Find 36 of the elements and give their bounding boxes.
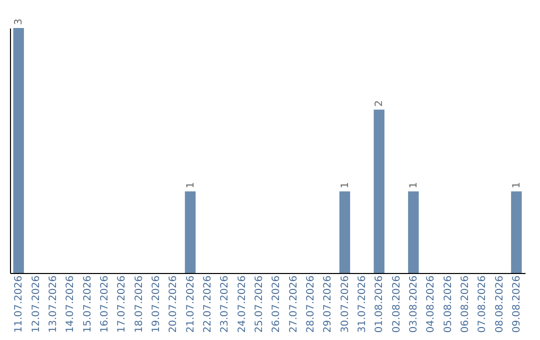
x-tick-label: 24.07.2026 bbox=[236, 276, 248, 333]
data-label: 1 bbox=[511, 182, 522, 188]
x-tick-label: 12.07.2026 bbox=[30, 276, 42, 333]
x-tick-label: 01.08.2026 bbox=[374, 276, 386, 333]
x-tick-label: 11.07.2026 bbox=[14, 276, 25, 333]
x-tick-label: 09.08.2026 bbox=[511, 276, 522, 333]
x-tick-label: 05.08.2026 bbox=[442, 276, 454, 333]
x-tick-label: 18.07.2026 bbox=[134, 276, 145, 333]
x-tick-label: 04.08.2026 bbox=[426, 276, 437, 333]
x-tick-label: 23.07.2026 bbox=[220, 276, 231, 333]
x-tick-label: 29.07.2026 bbox=[322, 276, 334, 333]
x-tick-label: 25.07.2026 bbox=[254, 276, 265, 333]
x-tick-label: 30.07.2026 bbox=[340, 276, 351, 333]
x-tick-label: 28.07.2026 bbox=[305, 276, 316, 333]
x-tick-label: 26.07.2026 bbox=[271, 276, 282, 333]
x-tick-label: 08.08.2026 bbox=[494, 276, 506, 333]
data-label: 2 bbox=[374, 100, 386, 107]
x-tick-label: 07.08.2026 bbox=[477, 276, 488, 333]
x-tick-label: 27.07.2026 bbox=[288, 276, 300, 333]
x-tick-label: 15.07.2026 bbox=[82, 276, 94, 333]
x-tick-label: 06.08.2026 bbox=[460, 276, 471, 333]
x-tick-label: 20.07.2026 bbox=[168, 276, 180, 333]
x-tick-label: 13.07.2026 bbox=[48, 276, 59, 333]
x-tick-label: 03.08.2026 bbox=[408, 276, 420, 333]
x-tick-label: 17.07.2026 bbox=[116, 276, 128, 333]
x-tick-label: 22.07.2026 bbox=[202, 276, 214, 333]
x-tick-label: 14.07.2026 bbox=[65, 276, 76, 333]
x-tick-label: 02.08.2026 bbox=[391, 276, 402, 333]
data-label: 1 bbox=[185, 182, 196, 188]
x-tick-label: 31.07.2026 bbox=[356, 276, 368, 333]
data-label: 1 bbox=[408, 182, 420, 188]
x-tick-label: 16.07.2026 bbox=[99, 276, 110, 333]
data-label: 1 bbox=[340, 182, 351, 188]
x-tick-label: 21.07.2026 bbox=[185, 276, 196, 333]
data-label: 3 bbox=[14, 18, 25, 25]
x-tick-label: 19.07.2026 bbox=[150, 276, 162, 333]
